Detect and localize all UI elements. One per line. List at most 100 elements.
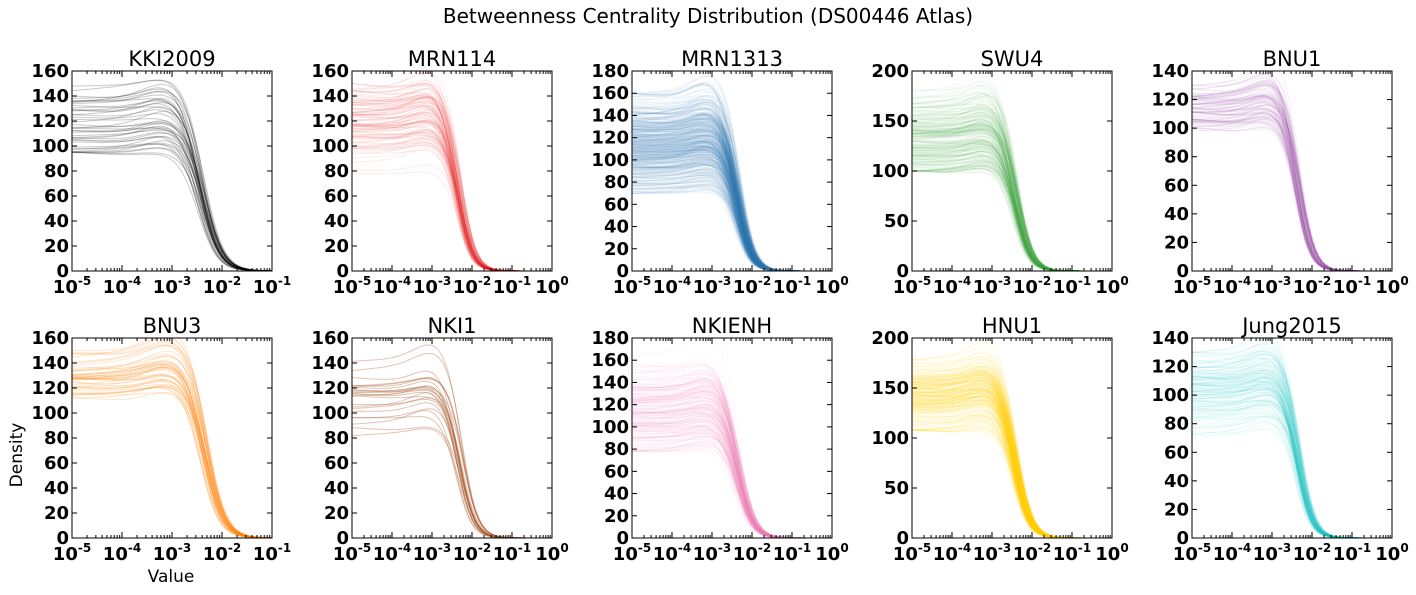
density-curve [912, 160, 1112, 271]
density-curve [1192, 107, 1392, 271]
density-curve [632, 132, 832, 271]
density-curve [1192, 403, 1392, 538]
density-curve [1192, 362, 1392, 538]
density-curve [912, 412, 1112, 538]
density-curve [912, 133, 1112, 271]
density-curve [632, 178, 832, 271]
density-curve [632, 181, 832, 271]
density-curve [632, 147, 832, 271]
density-curve [912, 143, 1112, 271]
density-curve [632, 119, 832, 271]
density-curve [352, 133, 552, 271]
density-curve [72, 111, 272, 271]
density-curve [1192, 400, 1392, 538]
x-tick-label: 100 [535, 541, 568, 565]
x-tick-label: 10-5 [893, 274, 931, 298]
density-curve [1192, 385, 1392, 538]
density-curve [1192, 117, 1392, 271]
density-curve [912, 414, 1112, 538]
density-curve [912, 399, 1112, 538]
density-curve [72, 375, 272, 538]
density-curve [632, 189, 832, 271]
density-curve [632, 181, 832, 271]
density-curve [912, 145, 1112, 271]
density-curve [352, 120, 552, 271]
density-curve [632, 161, 832, 271]
figure-x-axis-label: Value [147, 567, 195, 587]
y-tick-label: 160 [591, 83, 629, 104]
density-curve [352, 124, 552, 271]
x-tick-label: 10-4 [103, 541, 141, 565]
density-curve [632, 424, 832, 538]
density-curve [912, 363, 1112, 538]
density-curve [632, 113, 832, 271]
density-curve [352, 103, 552, 271]
density-curve [912, 122, 1112, 271]
density-curve [912, 413, 1112, 538]
density-curve [1192, 428, 1392, 538]
density-curve [912, 381, 1112, 538]
density-curve [632, 148, 832, 271]
density-curve [632, 175, 832, 271]
density-curve [352, 83, 552, 271]
density-curve [632, 168, 832, 271]
density-curve [632, 132, 832, 271]
density-curve [1192, 343, 1392, 538]
density-curve [912, 416, 1112, 538]
density-curve [912, 374, 1112, 538]
density-curve [352, 96, 552, 271]
density-curve [912, 378, 1112, 538]
density-curve [632, 146, 832, 271]
density-curve [912, 385, 1112, 538]
density-curve [632, 139, 832, 271]
density-curve [912, 419, 1112, 538]
y-tick-label: 40 [324, 211, 349, 232]
density-curve [632, 129, 832, 271]
density-curve [352, 135, 552, 271]
y-tick-label: 20 [604, 239, 629, 260]
density-curve [912, 130, 1112, 271]
density-curve [1192, 127, 1392, 271]
density-curve [912, 393, 1112, 538]
density-curve [632, 150, 832, 271]
density-curve [352, 83, 552, 271]
density-curve [1192, 414, 1392, 538]
density-curve [912, 104, 1112, 271]
density-curve [632, 131, 832, 271]
x-tick-label: 10-4 [653, 541, 691, 565]
density-curve [632, 124, 832, 271]
density-curve [1192, 95, 1392, 271]
density-curve [1192, 366, 1392, 538]
density-curve [912, 396, 1112, 538]
density-curve [912, 165, 1112, 271]
density-curve [632, 164, 832, 271]
density-curve [1192, 118, 1392, 271]
density-curve [632, 155, 832, 271]
density-curve [632, 121, 832, 271]
y-tick-label: 40 [324, 478, 349, 499]
density-curve [912, 422, 1112, 538]
y-tick-label: 80 [604, 439, 629, 460]
density-curve [632, 113, 832, 271]
density-curve [632, 143, 832, 271]
density-curve [632, 156, 832, 271]
density-curve [72, 376, 272, 538]
density-curve [912, 390, 1112, 538]
density-curve [632, 157, 832, 271]
density-curve [1192, 399, 1392, 538]
density-curve [632, 431, 832, 538]
density-curve [632, 111, 832, 271]
density-curve [632, 152, 832, 271]
density-curve [632, 135, 832, 271]
density-curve [632, 140, 832, 271]
density-curve [632, 163, 832, 271]
panel-title: NKIENH [692, 314, 772, 338]
density-curve [352, 98, 552, 271]
density-curve [632, 146, 832, 271]
density-curve [1192, 102, 1392, 271]
axes-frame [1191, 70, 1393, 272]
density-curve [352, 164, 552, 271]
density-curve [72, 88, 272, 271]
density-curve [912, 99, 1112, 271]
